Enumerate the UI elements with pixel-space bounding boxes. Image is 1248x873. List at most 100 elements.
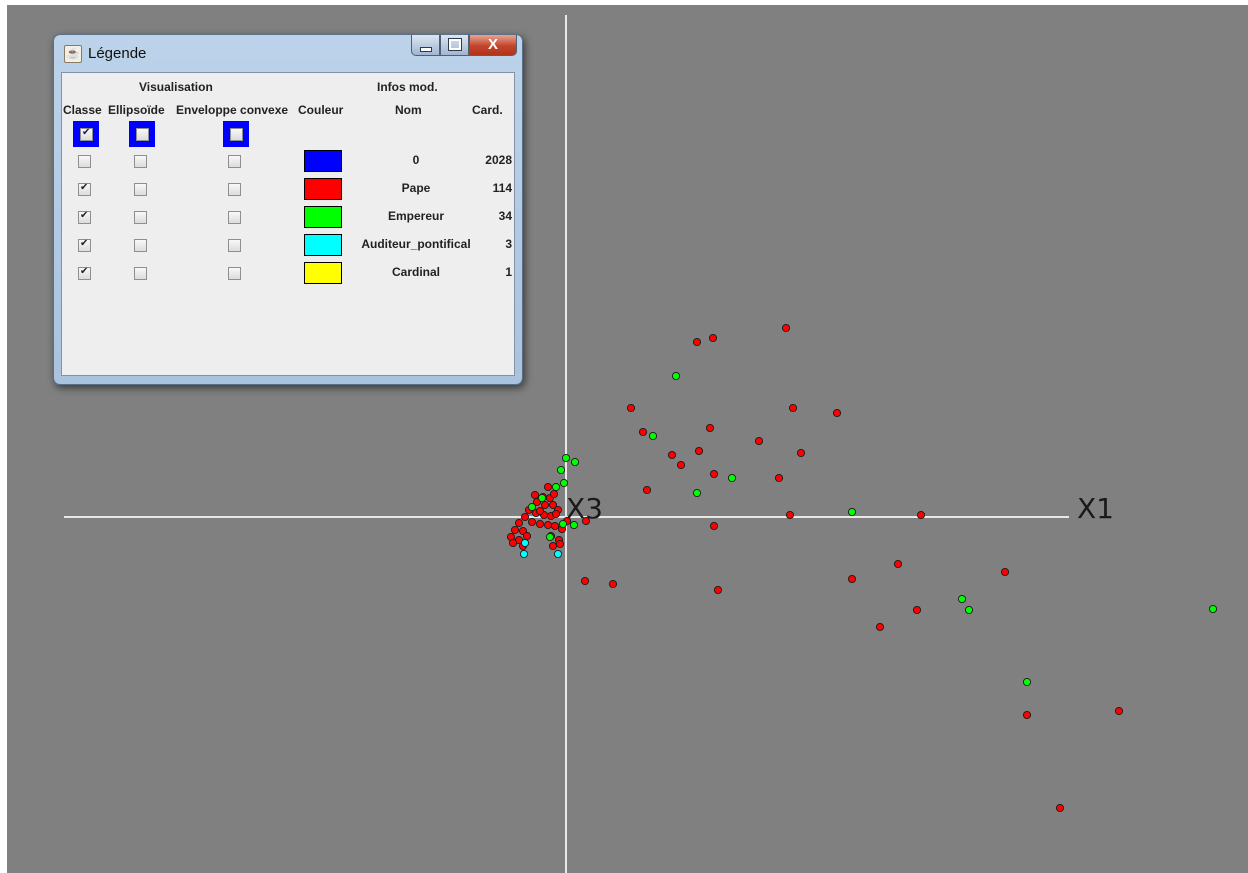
- data-point: [1055, 803, 1065, 813]
- data-point: [522, 531, 532, 541]
- row-cardinality: 34: [498, 209, 512, 223]
- row-color-swatch[interactable]: [304, 178, 342, 200]
- row-class-name: Pape: [401, 181, 431, 195]
- legend-titlebar[interactable]: ☕ Légende X: [54, 35, 522, 71]
- data-point: [543, 520, 553, 530]
- data-point: [510, 525, 520, 535]
- toggle-all-enveloppe-checkbox[interactable]: [230, 128, 243, 141]
- data-point: [916, 510, 926, 520]
- data-point: [558, 519, 568, 529]
- row-enveloppe-checkbox[interactable]: [228, 211, 241, 224]
- data-point: [781, 323, 791, 333]
- data-point: [548, 500, 558, 510]
- legend-window[interactable]: ☕ Légende X Visualisation Infos mod. Cla…: [53, 34, 523, 385]
- data-point: [1000, 567, 1010, 577]
- row-ellipsoide-checkbox[interactable]: [134, 155, 147, 168]
- data-point: [553, 549, 563, 559]
- data-point: [559, 478, 569, 488]
- row-color-swatch[interactable]: [304, 262, 342, 284]
- row-enveloppe-checkbox[interactable]: [228, 155, 241, 168]
- row-classe-checkbox[interactable]: [78, 210, 91, 224]
- data-point: [671, 371, 681, 381]
- row-class-name: Auditeur_pontifical: [361, 237, 471, 251]
- data-point: [785, 510, 795, 520]
- data-point: [709, 469, 719, 479]
- data-point: [545, 532, 555, 542]
- data-point: [708, 333, 718, 343]
- data-point: [692, 488, 702, 498]
- col-header-nom: Nom: [395, 103, 422, 117]
- data-point: [713, 585, 723, 595]
- data-point: [694, 446, 704, 456]
- data-point: [508, 538, 518, 548]
- data-point: [543, 482, 553, 492]
- data-point: [608, 579, 618, 589]
- toggle-all-enveloppe[interactable]: [223, 121, 249, 147]
- data-point: [626, 403, 636, 413]
- data-point: [580, 576, 590, 586]
- data-point: [535, 519, 545, 529]
- window-title: Légende: [88, 45, 147, 62]
- maximize-button[interactable]: [440, 35, 469, 56]
- data-point: [893, 559, 903, 569]
- infos-group-header: Infos mod.: [377, 80, 438, 94]
- row-cardinality: 3: [505, 237, 512, 251]
- data-point: [540, 500, 550, 510]
- row-classe-checkbox[interactable]: [78, 182, 91, 196]
- data-point: [581, 516, 591, 526]
- data-point: [537, 493, 547, 503]
- x1-axis-label: X1: [1077, 492, 1114, 525]
- row-ellipsoide-checkbox[interactable]: [134, 211, 147, 224]
- row-enveloppe-checkbox[interactable]: [228, 183, 241, 196]
- data-point: [832, 408, 842, 418]
- data-point: [549, 489, 559, 499]
- row-color-swatch[interactable]: [304, 150, 342, 172]
- data-point: [847, 507, 857, 517]
- col-header-card: Card.: [472, 103, 503, 117]
- toggle-all-ellipsoide[interactable]: [129, 121, 155, 147]
- data-point: [1022, 677, 1032, 687]
- data-point: [847, 574, 857, 584]
- data-point: [535, 506, 545, 516]
- scatter-plot-svg[interactable]: X1 X 3: [7, 5, 1248, 873]
- data-point: [705, 423, 715, 433]
- row-ellipsoide-checkbox[interactable]: [134, 239, 147, 252]
- row-enveloppe-checkbox[interactable]: [228, 267, 241, 280]
- row-ellipsoide-checkbox[interactable]: [134, 183, 147, 196]
- row-color-swatch[interactable]: [304, 234, 342, 256]
- row-class-name: Empereur: [387, 209, 445, 223]
- toggle-all-classe-checkbox[interactable]: [80, 127, 93, 141]
- minimize-button[interactable]: [411, 35, 440, 56]
- data-point: [561, 453, 571, 463]
- data-point: [551, 509, 561, 519]
- data-point: [875, 622, 885, 632]
- data-point: [551, 482, 561, 492]
- data-point: [754, 436, 764, 446]
- data-point: [709, 521, 719, 531]
- row-cardinality: 1: [505, 265, 512, 279]
- data-point: [1114, 706, 1124, 716]
- row-enveloppe-checkbox[interactable]: [228, 239, 241, 252]
- data-point: [527, 502, 537, 512]
- row-class-name: 0: [412, 153, 420, 167]
- data-point: [569, 520, 579, 530]
- data-points: [506, 323, 1218, 813]
- data-point: [514, 518, 524, 528]
- col-header-ellipsoide: Ellipsoïde: [108, 103, 165, 117]
- row-color-swatch[interactable]: [304, 206, 342, 228]
- java-app-icon: ☕: [64, 45, 82, 63]
- data-point: [912, 605, 922, 615]
- data-point: [642, 485, 652, 495]
- close-button[interactable]: X: [469, 35, 517, 56]
- toggle-all-classe[interactable]: [73, 121, 99, 147]
- row-classe-checkbox[interactable]: [78, 238, 91, 252]
- data-point: [1022, 710, 1032, 720]
- data-point: [676, 460, 686, 470]
- row-ellipsoide-checkbox[interactable]: [134, 267, 147, 280]
- row-classe-checkbox[interactable]: [78, 155, 91, 168]
- data-point: [530, 490, 540, 500]
- data-point: [519, 549, 529, 559]
- row-classe-checkbox[interactable]: [78, 266, 91, 280]
- toggle-all-ellipsoide-checkbox[interactable]: [136, 128, 149, 141]
- data-point: [527, 517, 537, 527]
